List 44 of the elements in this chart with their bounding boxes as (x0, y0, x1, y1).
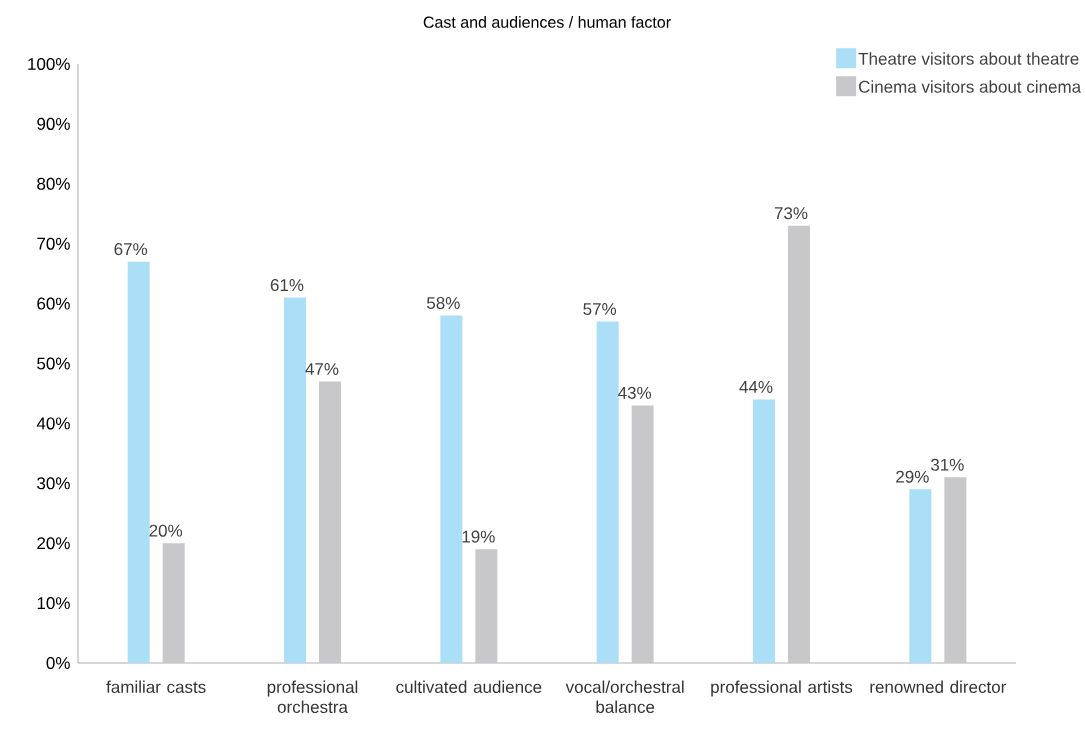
bar (319, 381, 341, 663)
data-label: 19% (462, 530, 495, 543)
data-label: 67% (114, 243, 148, 256)
data-label: 44% (739, 381, 773, 393)
bar (475, 549, 498, 663)
y-tick-label: 70% (37, 237, 70, 250)
bar (944, 477, 967, 663)
x-tick-label: renowned director (870, 680, 1007, 694)
bar (596, 321, 619, 663)
y-tick-label: 30% (37, 477, 70, 490)
data-label: 29% (896, 470, 929, 483)
bar (631, 405, 654, 663)
y-tick-label: 20% (37, 537, 70, 550)
y-tick-label: 0% (46, 656, 70, 670)
data-label: 31% (930, 458, 964, 471)
x-tick-label: cultivated audience (396, 680, 542, 694)
bar (753, 399, 776, 663)
data-label: 47% (305, 363, 339, 375)
bar (284, 297, 306, 663)
legend-label: Cinema visitors about cinema (859, 80, 1082, 93)
data-label: 57% (583, 303, 617, 316)
x-tick-label: professional orchestra (267, 680, 358, 714)
chart-title: Cast and audiences / human factor (423, 16, 671, 28)
data-label: 61% (270, 279, 304, 292)
legend-label: Theatre visitors about theatre (858, 52, 1079, 65)
y-tick-label: 50% (37, 357, 70, 370)
data-label: 58% (427, 297, 460, 310)
x-tick-label: vocal/orchestral balance (565, 680, 684, 714)
bar (909, 489, 932, 663)
y-tick-label: 90% (37, 117, 70, 130)
y-tick-label: 100% (28, 57, 70, 71)
y-tick-label: 60% (37, 297, 70, 310)
x-tick-label: familiar casts (106, 680, 206, 694)
bar (788, 225, 810, 663)
data-label: 43% (618, 386, 652, 399)
bar (162, 543, 185, 663)
y-tick-label: 10% (37, 597, 70, 610)
y-tick-label: 40% (36, 417, 70, 430)
y-tick-label: 80% (37, 177, 70, 190)
bar (127, 261, 150, 663)
data-label: 73% (774, 207, 808, 220)
x-tick-label: professional artists (711, 680, 853, 697)
bar (440, 315, 463, 663)
data-label: 20% (149, 524, 183, 537)
